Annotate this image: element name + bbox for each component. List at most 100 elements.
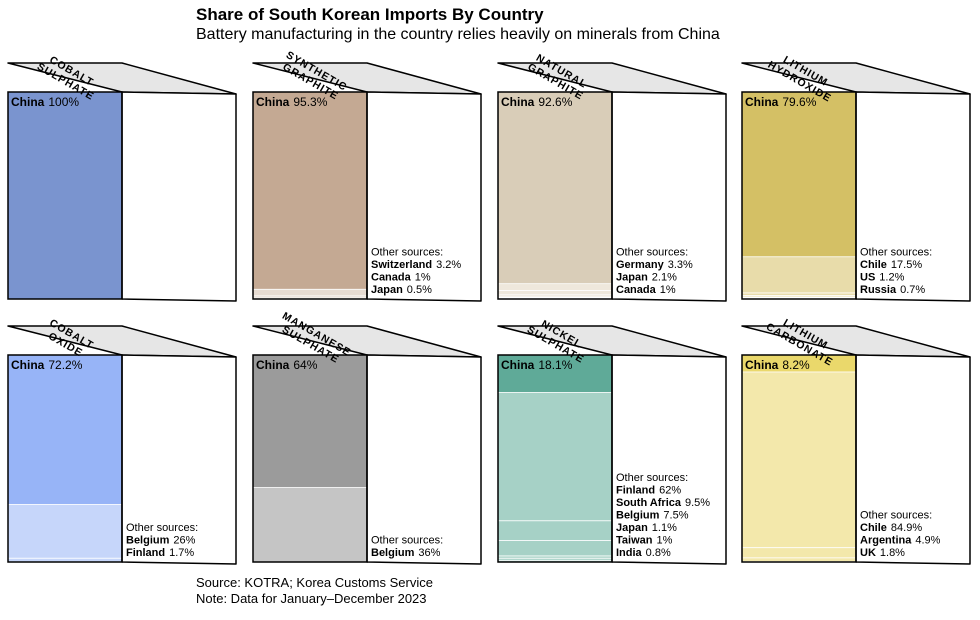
cube-front-outline bbox=[7, 91, 123, 300]
bar-china bbox=[742, 92, 856, 257]
label-country: China bbox=[745, 95, 779, 109]
label-country: Taiwan bbox=[616, 535, 653, 547]
label-value: 9.5% bbox=[685, 497, 710, 509]
bar-russia bbox=[741, 295, 857, 298]
label-value: 84.9% bbox=[891, 522, 922, 534]
bar-south-africa bbox=[497, 520, 613, 541]
label-country: Finland bbox=[126, 547, 165, 559]
label-canada: Canada 1% bbox=[616, 284, 676, 296]
label-country: China bbox=[11, 95, 45, 109]
label-china: China 8.2% bbox=[745, 358, 810, 372]
label-country: Belgium bbox=[371, 547, 415, 559]
bar-germany bbox=[497, 283, 613, 291]
label-value: 79.6% bbox=[782, 95, 816, 109]
label-belgium: Belgium 36% bbox=[371, 547, 441, 559]
other-sources-label: Other sources: bbox=[371, 247, 443, 259]
cube-top-face bbox=[7, 325, 237, 358]
label-country: Germany bbox=[616, 259, 665, 271]
bar-china bbox=[498, 355, 612, 393]
footer: Source: KOTRA; Korea Customs Service Not… bbox=[196, 575, 433, 607]
label-china: China 79.6% bbox=[745, 95, 817, 109]
label-value: 62% bbox=[659, 485, 681, 497]
bar-uk bbox=[741, 557, 857, 562]
cube-front-outline bbox=[252, 354, 368, 563]
label-japan: Japan 0.5% bbox=[371, 284, 432, 296]
label-canada: Canada 1% bbox=[371, 272, 431, 284]
bar-china bbox=[8, 355, 122, 505]
label-china: China 72.2% bbox=[11, 358, 83, 372]
cube-front-outline bbox=[497, 354, 613, 563]
bar-canada bbox=[497, 294, 613, 298]
other-sources-label: Other sources: bbox=[616, 247, 688, 259]
chart-subtitle: Battery manufacturing in the country rel… bbox=[196, 26, 720, 43]
label-value: 95.3% bbox=[293, 95, 327, 109]
label-value: 1% bbox=[656, 535, 672, 547]
bar-switzerland bbox=[252, 288, 368, 297]
chart-title: Share of South Korean Imports By Country bbox=[196, 5, 544, 24]
label-country: Chile bbox=[860, 259, 887, 271]
label-country: Canada bbox=[371, 272, 412, 284]
label-uk: UK 1.8% bbox=[860, 547, 905, 559]
label-argentina: Argentina 4.9% bbox=[860, 535, 941, 547]
label-finland: Finland 1.7% bbox=[126, 547, 194, 559]
data-note: Note: Data for January–December 2023 bbox=[196, 591, 427, 606]
label-value: 1% bbox=[415, 272, 431, 284]
label-chile: Chile 84.9% bbox=[860, 522, 922, 534]
bar-china bbox=[253, 92, 367, 290]
bar-chile bbox=[741, 371, 857, 549]
label-value: 1.2% bbox=[879, 272, 904, 284]
label-country: Japan bbox=[616, 522, 648, 534]
label-value: 1.7% bbox=[169, 547, 194, 559]
label-country: China bbox=[501, 95, 535, 109]
label-country: Canada bbox=[616, 284, 657, 296]
label-value: 2.1% bbox=[652, 272, 677, 284]
label-belgium: Belgium 7.5% bbox=[616, 510, 689, 522]
label-japan: Japan 2.1% bbox=[616, 272, 677, 284]
other-sources-label: Other sources: bbox=[126, 522, 198, 534]
cube-front-outline bbox=[741, 91, 857, 300]
label-value: 0.5% bbox=[407, 284, 432, 296]
label-south-africa: South Africa 9.5% bbox=[616, 497, 710, 509]
label-country: India bbox=[616, 547, 643, 559]
label-country: China bbox=[256, 95, 290, 109]
label-value: 8.2% bbox=[782, 358, 810, 372]
other-sources-label: Other sources: bbox=[860, 510, 932, 522]
label-switzerland: Switzerland 3.2% bbox=[371, 259, 461, 271]
label-value: 4.9% bbox=[915, 535, 940, 547]
label-country: Finland bbox=[616, 485, 655, 497]
label-country: Japan bbox=[616, 272, 648, 284]
bar-china bbox=[498, 92, 612, 284]
label-country: Argentina bbox=[860, 535, 912, 547]
label-germany: Germany 3.3% bbox=[616, 259, 693, 271]
label-value: 7.5% bbox=[663, 510, 688, 522]
label-country: Belgium bbox=[126, 535, 170, 547]
other-sources-label: Other sources: bbox=[860, 247, 932, 259]
bar-chile bbox=[741, 256, 857, 294]
bar-belgium bbox=[497, 540, 613, 557]
label-value: 100% bbox=[48, 95, 79, 109]
label-country: South Africa bbox=[616, 497, 682, 509]
label-china: China 95.3% bbox=[256, 95, 328, 109]
bar-belgium bbox=[7, 504, 123, 559]
label-india: India 0.8% bbox=[616, 547, 671, 559]
label-value: 1.8% bbox=[880, 547, 905, 559]
label-value: 1% bbox=[660, 284, 676, 296]
cube-front-outline bbox=[7, 354, 123, 563]
label-value: 3.3% bbox=[668, 259, 693, 271]
bar-japan bbox=[497, 290, 613, 296]
bar-belgium bbox=[252, 487, 368, 563]
label-value: 1.1% bbox=[652, 522, 677, 534]
source-note: Source: KOTRA; Korea Customs Service bbox=[196, 575, 433, 590]
cube-front-outline bbox=[252, 91, 368, 300]
label-value: 36% bbox=[418, 547, 440, 559]
label-value: 72.2% bbox=[48, 358, 82, 372]
label-value: 17.5% bbox=[891, 259, 922, 271]
